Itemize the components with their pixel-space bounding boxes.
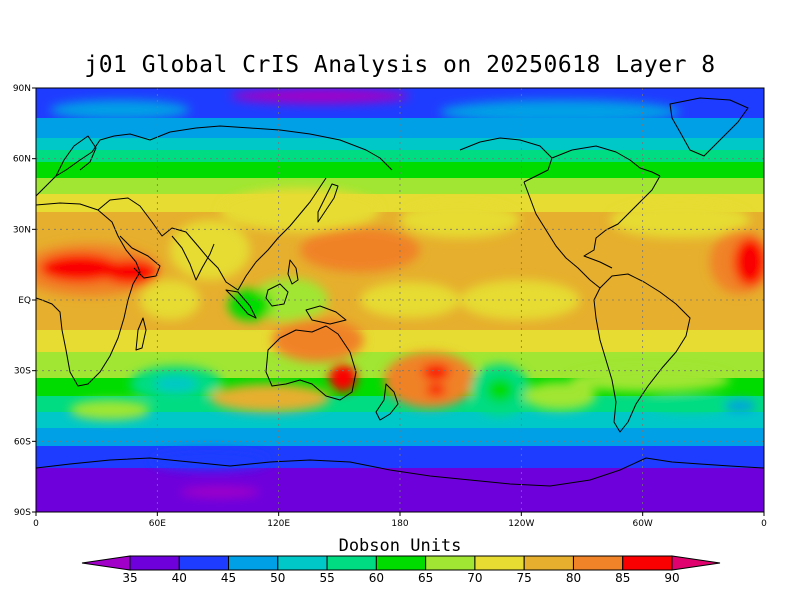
ozone-feature [228, 289, 272, 321]
lat-tick-label: 90N [13, 84, 31, 94]
colorbar-segment [326, 555, 377, 571]
colorbar-segment [375, 555, 427, 571]
colorbar-label: 50 [270, 571, 285, 585]
ozone-feature [272, 318, 364, 362]
ozone-feature [50, 100, 190, 120]
ozone-feature [650, 396, 730, 412]
colorbar-labels: 35 40 45 50 55 60 65 70 75 80 85 90 [122, 571, 679, 585]
coastline-eurasia-south [97, 177, 327, 291]
coastlines [36, 97, 764, 487]
coastline-canada-north [551, 145, 661, 177]
coastline-scandinavia [55, 135, 97, 177]
colorbar-label: 85 [615, 571, 630, 585]
lat-tick-label: 30N [13, 225, 31, 235]
coastline-south-america [593, 273, 691, 433]
coastline-australia [265, 325, 357, 401]
coastline-india [171, 235, 215, 281]
lon-tick-label: 120E [267, 519, 290, 529]
colorbar-label: 45 [221, 571, 236, 585]
ozone-feature [154, 376, 198, 392]
coastline-antarctica [36, 457, 764, 487]
colorbar-segment [425, 555, 476, 571]
ozone-feature [422, 364, 450, 380]
lat-tick-label: 60N [13, 155, 31, 165]
ozone-map-area [36, 88, 764, 512]
longitude-labels: 0 60E 120E 180 120W 60W 0 [33, 519, 767, 529]
colorbar-segment [277, 555, 328, 571]
lat-tick-label: 30S [14, 367, 31, 377]
colorbar-title: Dobson Units [338, 536, 462, 556]
coastline-japan [317, 183, 339, 223]
ozone-feature [384, 352, 476, 408]
lat-tick-label: 60S [14, 437, 31, 447]
coastline-newguinea [305, 305, 347, 325]
colorbar-label: 65 [418, 571, 433, 585]
ozone-feature [70, 400, 150, 420]
latitude-labels: 90N 60N 30N EQ 30S 60S 90S [13, 84, 31, 518]
colorbar-label: 70 [467, 571, 482, 585]
ozone-feature [460, 280, 580, 320]
lon-tick-label: 180 [391, 519, 408, 529]
ozone-feature [724, 400, 756, 412]
map-title: j01 Global CrIS Analysis on 20250618 Lay… [84, 52, 716, 78]
colorbar-low-arrow [81, 555, 131, 571]
ozone-feature [180, 486, 260, 498]
ozone-feature [400, 202, 520, 238]
lon-tick-label: 120W [508, 519, 534, 529]
lat-tick-label: 90S [14, 508, 31, 518]
ozone-feature [300, 228, 420, 272]
colorbar-label: 80 [566, 571, 581, 585]
lon-tick-label: 0 [761, 519, 767, 529]
lon-tick-label: 0 [33, 519, 39, 529]
ozone-feature [570, 368, 730, 392]
colorbar-label: 35 [122, 571, 137, 585]
colorbar-label: 40 [172, 571, 187, 585]
ozone-feature [426, 384, 446, 396]
ozone-feature [524, 382, 596, 410]
colorbar-label: 75 [517, 571, 532, 585]
colorbar-segment [622, 555, 673, 571]
ozone-feature [486, 378, 514, 402]
ozone-feature [220, 188, 380, 232]
ozone-feature [40, 254, 120, 282]
coastline-borneo [265, 283, 289, 307]
colorbar-label: 90 [664, 571, 679, 585]
colorbar-segment [474, 555, 525, 571]
colorbar [81, 555, 721, 571]
colorbar-label: 60 [369, 571, 384, 585]
coastline-greenland [669, 97, 749, 157]
coastline-eurasia-north [36, 125, 393, 197]
coastline-north-america-east [583, 175, 661, 269]
ozone-feature [102, 260, 158, 284]
colorbar-segment [572, 555, 624, 571]
colorbar-segment [523, 555, 574, 571]
lon-tick-label: 60W [632, 519, 652, 529]
lat-tick-label: EQ [18, 296, 31, 306]
lon-tick-label: 60E [149, 519, 166, 529]
coastline-africa [36, 202, 141, 387]
coastline-madagascar [135, 317, 147, 351]
colorbar-high-arrow [671, 555, 721, 571]
colorbar-segment [178, 555, 230, 571]
ozone-band [36, 162, 764, 178]
coastline-arabia [119, 235, 161, 279]
ozone-feature [230, 88, 410, 104]
coastline-newzealand [375, 383, 399, 421]
coastline-alaska [459, 137, 553, 183]
coastline-philippines [287, 259, 299, 285]
ozone-feature [210, 384, 330, 412]
axis-ticks [32, 87, 765, 516]
latlon-grid [36, 88, 764, 512]
colorbar-segment [129, 555, 180, 571]
ozone-band [36, 118, 764, 138]
ozone-feature [440, 100, 680, 124]
colorbar-segment [228, 555, 279, 571]
coastline-north-america-west [523, 181, 601, 289]
colorbar-label: 55 [319, 571, 334, 585]
ozone-feature [734, 238, 764, 286]
